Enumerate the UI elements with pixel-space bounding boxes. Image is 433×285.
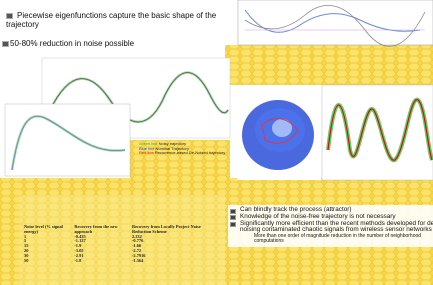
table-cell: -1.8 — [72, 259, 130, 264]
bullet: 50-80% reduction in noise possible — [2, 40, 227, 49]
bullet-text: Significantly more efficient than the re… — [230, 221, 433, 234]
table-header-cell: Noise level (% signal energy) — [22, 225, 72, 235]
bullet-list: Can blindly track the process (attractor… — [230, 207, 433, 245]
legend-key: Red line — [139, 150, 154, 155]
bullet-text: Piecewise eigenfunctions capture the bas… — [6, 11, 216, 29]
sub-bullet-text: More than one order of magnitude reducti… — [230, 234, 433, 244]
table-cell: -1.564 — [130, 259, 222, 264]
plot-top-right — [238, 0, 433, 46]
bullet-text: 50-80% reduction in noise possible — [10, 39, 134, 48]
legend-text: Recurrence-based De-Noised trajectory — [155, 150, 225, 155]
table-cell: 50 — [22, 259, 72, 264]
table-header-row: Noise level (% signal energy) Recovery fr… — [22, 225, 222, 235]
table-row: 50-1.8-1.564 — [22, 259, 222, 264]
legend-entry: Red line Recurrence-based De-Noised traj… — [139, 151, 227, 156]
slide: Piecewise eigenfunctions capture the bas… — [0, 0, 433, 285]
plot-attractor — [237, 85, 321, 180]
plot-left — [5, 104, 130, 176]
legend: Green line Noisy trajectory Blue line No… — [139, 142, 227, 156]
table: Noise level (% signal energy) Recovery fr… — [22, 225, 222, 263]
bullet: Piecewise eigenfunctions capture the bas… — [6, 12, 231, 29]
table-header-cell: Recovery from Locally Project Noise Redu… — [130, 225, 222, 235]
plot-waveform — [322, 85, 433, 180]
